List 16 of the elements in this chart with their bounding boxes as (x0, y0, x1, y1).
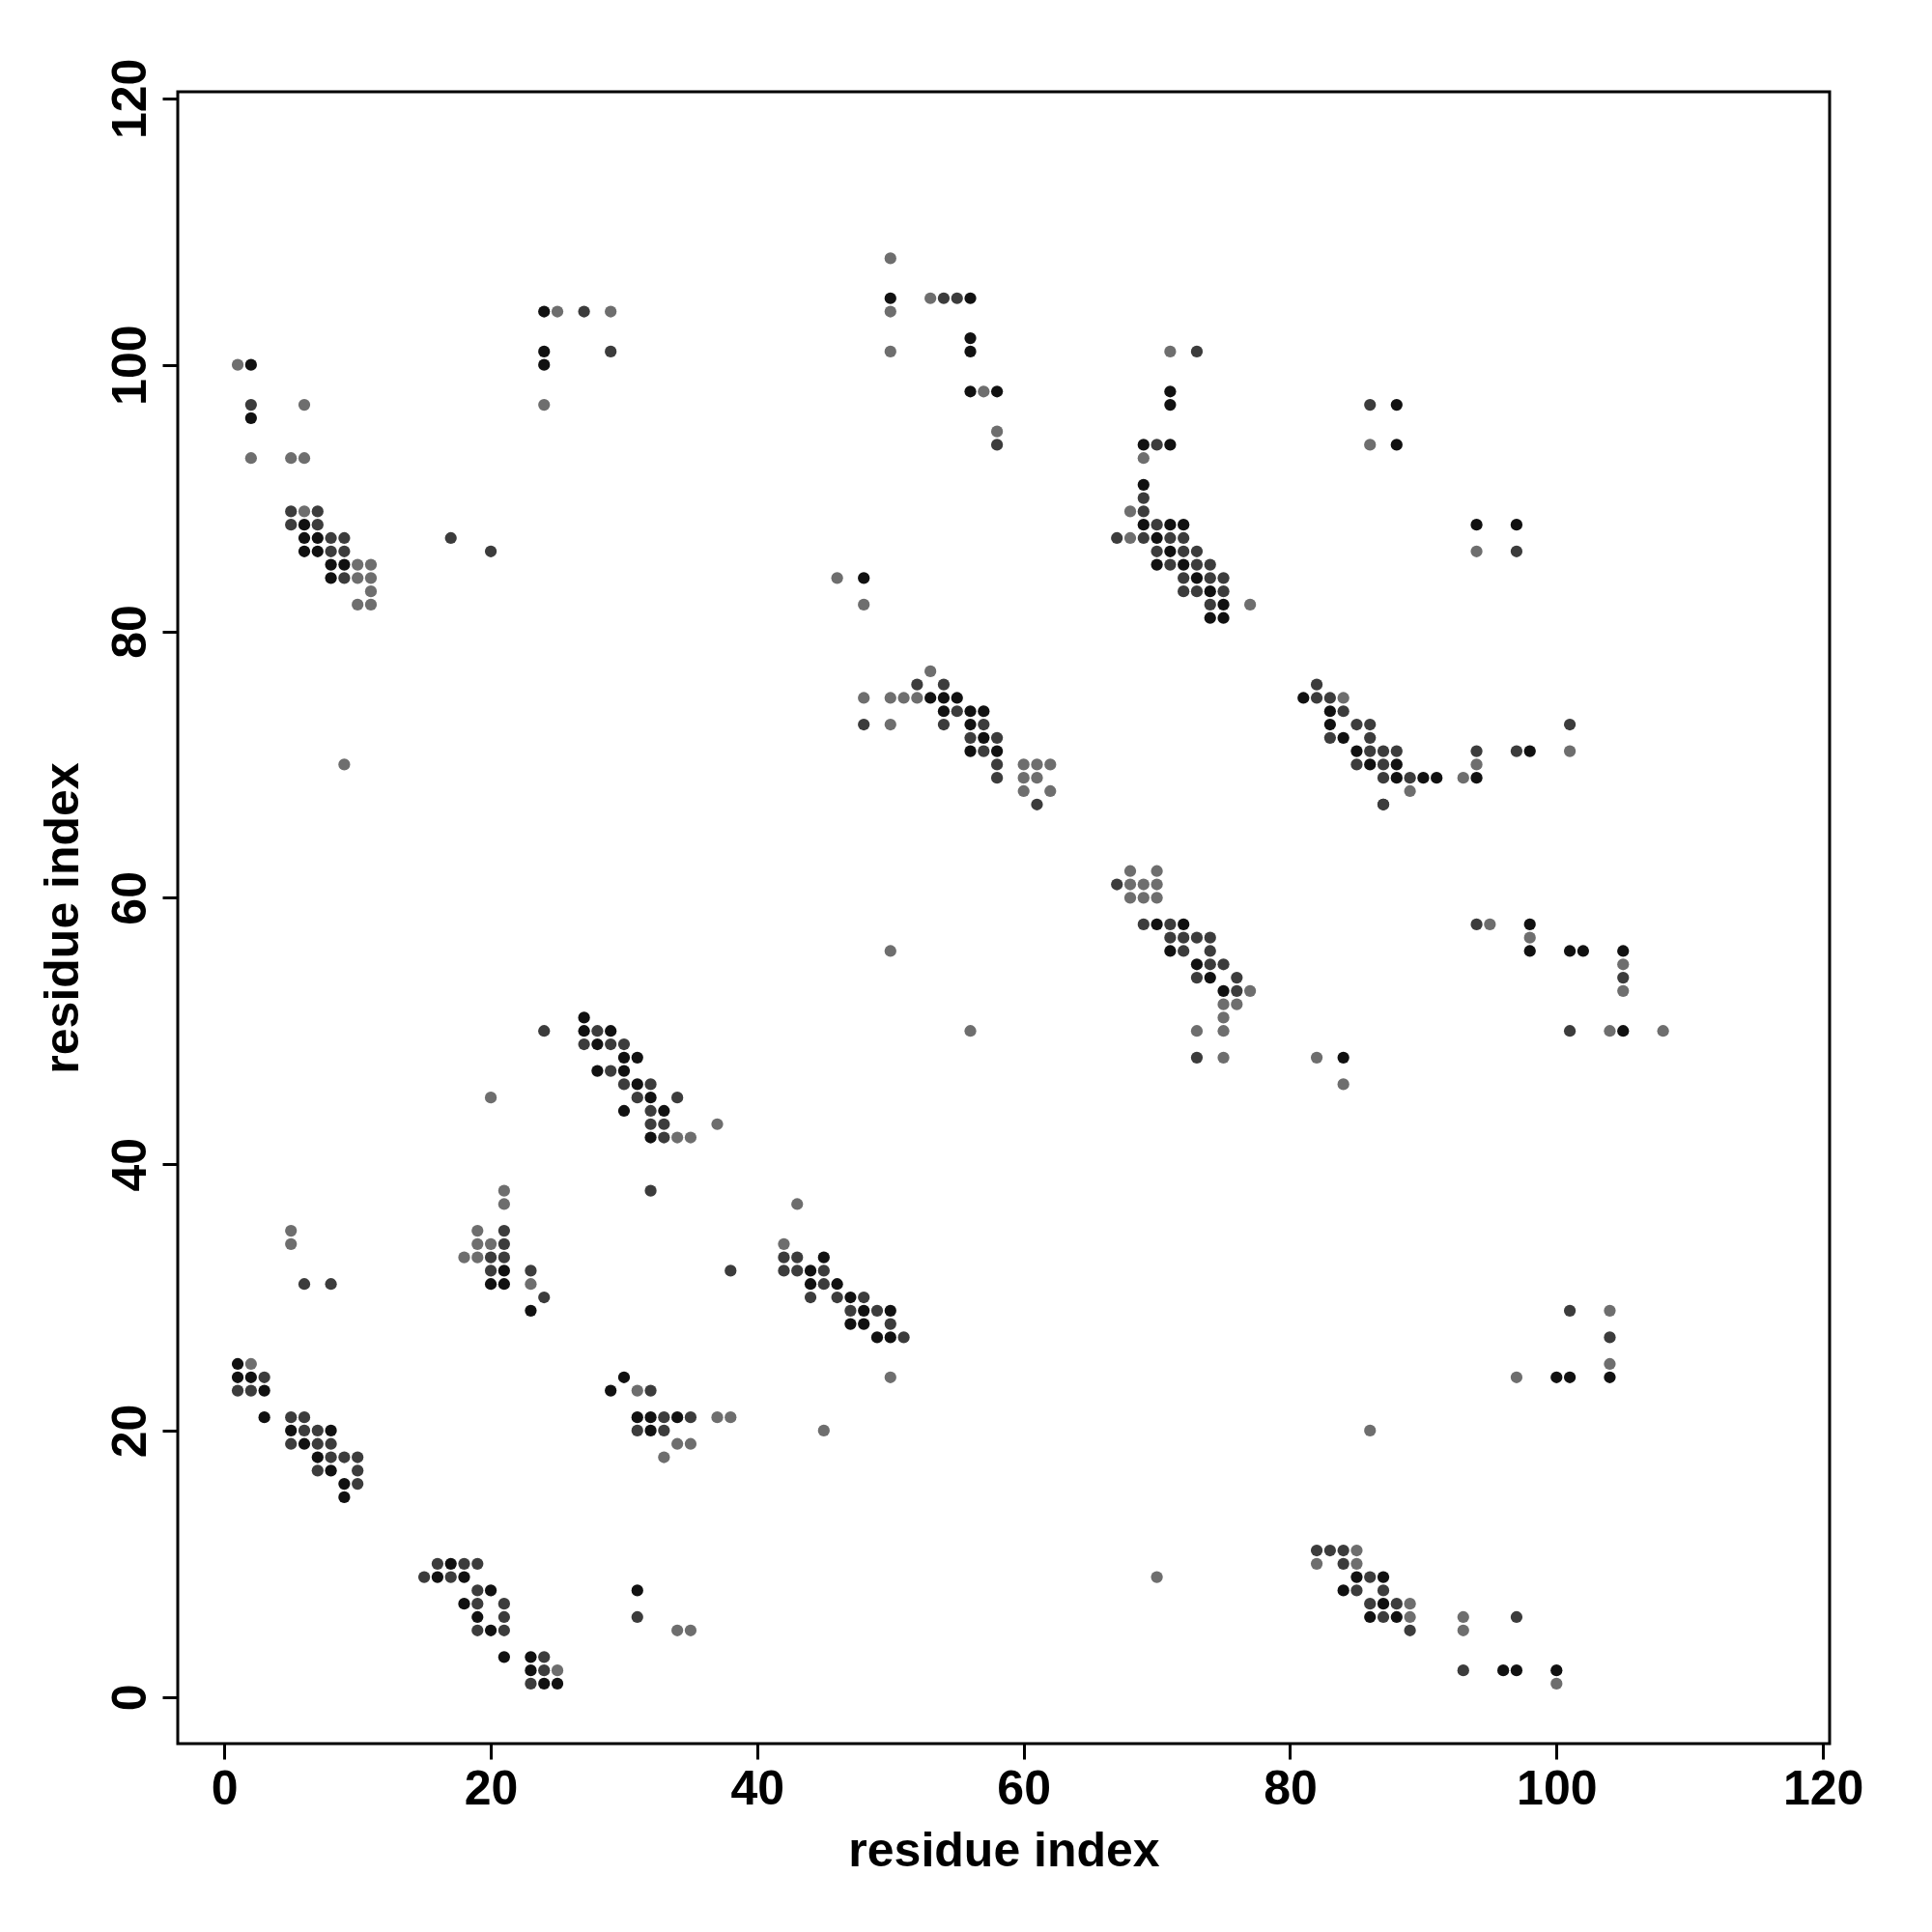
x-tick-label: 60 (997, 1760, 1051, 1815)
y-tick-label: 0 (101, 1684, 156, 1712)
x-tick-label: 0 (211, 1760, 239, 1815)
y-tick-label: 120 (101, 58, 156, 140)
y-tick-label: 60 (101, 871, 156, 925)
y-axis-title: residue index (34, 762, 89, 1074)
x-tick-label: 80 (1264, 1760, 1318, 1815)
x-tick-label: 120 (1782, 1760, 1864, 1815)
y-tick-label: 100 (101, 325, 156, 406)
x-axis-title: residue index (848, 1822, 1160, 1877)
x-tick-label: 100 (1517, 1760, 1598, 1815)
x-tick-label: 40 (730, 1760, 785, 1815)
y-tick-label: 20 (101, 1404, 156, 1459)
y-tick-label: 40 (101, 1137, 156, 1192)
y-tick-label: 80 (101, 605, 156, 659)
x-tick-label: 20 (464, 1760, 519, 1815)
